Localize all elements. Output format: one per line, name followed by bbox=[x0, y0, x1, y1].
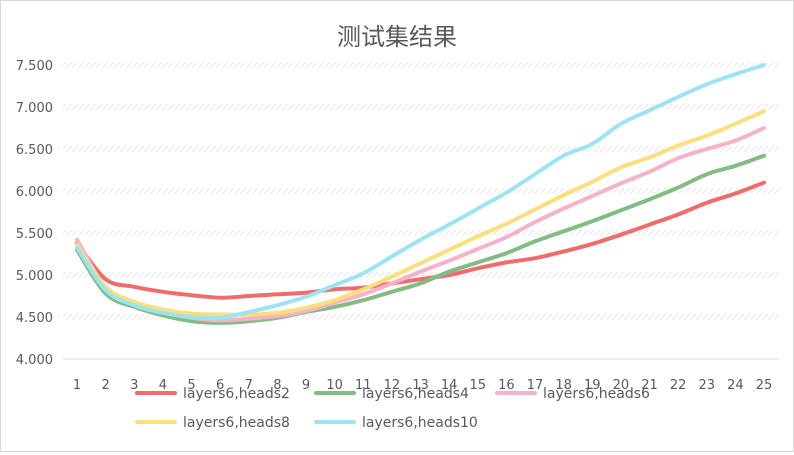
gridline bbox=[63, 62, 779, 68]
legend-label: layers6,heads10 bbox=[362, 415, 478, 431]
gridlines bbox=[63, 62, 779, 360]
legend: layers6,heads2 layers6,heads4 layers6,head… bbox=[135, 386, 650, 431]
x-tick-label: 7 bbox=[245, 378, 253, 393]
x-tick-label: 4 bbox=[159, 378, 167, 393]
y-tick-label: 7.500 bbox=[16, 59, 53, 74]
legend-entry: layers6,heads4 bbox=[314, 386, 469, 402]
y-tick-label: 7.000 bbox=[16, 101, 53, 116]
gridline bbox=[63, 314, 779, 320]
gridline bbox=[63, 188, 779, 194]
y-tick-label: 4.000 bbox=[16, 353, 53, 368]
gridline bbox=[63, 272, 779, 278]
gridline bbox=[63, 230, 779, 236]
x-tick-label: 18 bbox=[555, 378, 572, 393]
legend-label: layers6,heads8 bbox=[183, 415, 290, 431]
y-axis-ticks: 4.000 4.500 5.000 5.500 6.000 6.500 7.000 7.500 bbox=[16, 59, 53, 368]
y-tick-label: 4.500 bbox=[16, 311, 53, 326]
x-tick-label: 17 bbox=[527, 378, 544, 393]
x-tick-label: 2 bbox=[101, 378, 109, 393]
x-tick-label: 15 bbox=[469, 378, 486, 393]
legend-label: layers6,heads6 bbox=[543, 386, 650, 402]
legend-entry: layers6,heads10 bbox=[314, 415, 478, 431]
x-tick-label: 25 bbox=[756, 378, 773, 393]
legend-label: layers6,heads4 bbox=[362, 386, 469, 402]
y-tick-label: 6.000 bbox=[16, 185, 53, 200]
y-tick-label: 6.500 bbox=[16, 143, 53, 158]
x-tick-label: 16 bbox=[498, 378, 515, 393]
y-tick-label: 5.000 bbox=[16, 269, 53, 284]
x-tick-label: 9 bbox=[302, 378, 310, 393]
series-line-3 bbox=[75, 126, 766, 323]
y-tick-label: 5.500 bbox=[16, 227, 53, 242]
x-tick-label: 8 bbox=[273, 378, 281, 393]
x-tick-label: 21 bbox=[641, 378, 658, 393]
series-lines bbox=[75, 63, 766, 325]
legend-entry: layers6,heads2 bbox=[135, 386, 290, 402]
legend-entry: layers6,heads8 bbox=[135, 415, 290, 431]
x-tick-label: 20 bbox=[613, 378, 630, 393]
x-tick-label: 6 bbox=[216, 378, 224, 393]
x-tick-label: 10 bbox=[326, 378, 343, 393]
x-tick-label: 22 bbox=[670, 378, 687, 393]
x-tick-label: 11 bbox=[355, 378, 372, 393]
legend-label: layers6,heads2 bbox=[183, 386, 290, 402]
chart-title: 测试集结果 bbox=[337, 23, 457, 51]
series-line-2 bbox=[75, 153, 766, 325]
series-line-4 bbox=[75, 109, 766, 317]
series-line-1 bbox=[75, 180, 766, 300]
legend-entry: layers6,heads6 bbox=[495, 386, 650, 402]
gridline bbox=[63, 146, 779, 152]
x-tick-label: 24 bbox=[727, 378, 744, 393]
x-axis-ticks: 1 2 3 4 5 6 7 8 9 10 11 12 13 14 15 16 17 18 19 20 21 22 23 24 2… bbox=[73, 378, 772, 393]
gridline bbox=[63, 104, 779, 110]
x-tick-label: 5 bbox=[187, 378, 195, 393]
x-tick-label: 13 bbox=[412, 378, 429, 393]
x-tick-label: 12 bbox=[384, 378, 401, 393]
x-tick-label: 19 bbox=[584, 378, 601, 393]
x-tick-label: 3 bbox=[130, 378, 138, 393]
series-line-5 bbox=[75, 63, 766, 321]
x-tick-label: 23 bbox=[698, 378, 715, 393]
x-tick-label: 1 bbox=[73, 378, 81, 393]
x-tick-label: 14 bbox=[441, 378, 458, 393]
